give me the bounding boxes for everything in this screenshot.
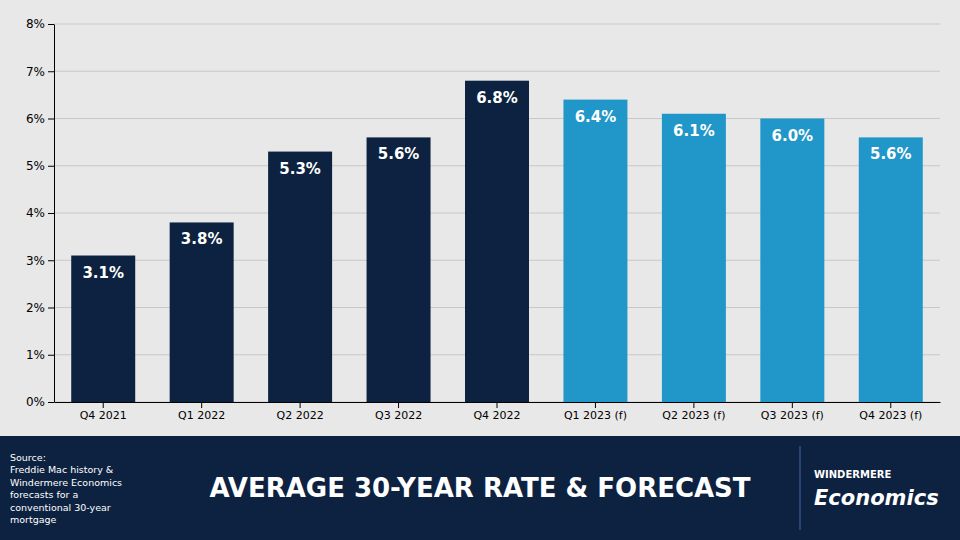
y-tick-mark xyxy=(48,260,54,261)
bar xyxy=(465,81,529,402)
footer-background xyxy=(0,436,960,540)
source-line: Windermere Economics xyxy=(10,476,122,487)
x-tick: Q1 2022 xyxy=(178,402,225,422)
data-label: 3.8% xyxy=(181,230,223,248)
grid-line xyxy=(54,24,940,25)
x-tick-label: Q2 2023 (f) xyxy=(662,409,725,422)
y-tick-mark xyxy=(48,402,54,403)
x-tick-mark xyxy=(890,402,891,408)
y-tick: 6% xyxy=(26,112,54,126)
x-tick-mark xyxy=(792,402,793,408)
y-tick: 1% xyxy=(26,348,54,362)
y-axis: 0% 1% 2% 3% 4% 5% 6% 7% 8% xyxy=(26,17,55,409)
y-tick: 5% xyxy=(26,159,54,173)
y-tick: 8% xyxy=(26,17,54,31)
x-tick: Q3 2022 xyxy=(375,402,422,422)
x-tick-mark xyxy=(300,402,301,408)
source-note: Source: Freddie Mac history &Windermere E… xyxy=(10,451,122,525)
data-label: 5.3% xyxy=(279,160,321,178)
x-axis: Q4 2021 Q1 2022 Q2 2022 Q3 2022 Q4 2022 Q1 20… xyxy=(55,402,941,422)
x-tick-mark xyxy=(595,402,596,408)
grid-line xyxy=(54,71,940,72)
data-label: 6.1% xyxy=(673,122,715,140)
data-label: 6.0% xyxy=(772,127,814,145)
title: AVERAGE 30-YEAR RATE & FORECAST xyxy=(209,473,750,503)
x-tick: Q1 2023 (f) xyxy=(564,402,627,422)
grid xyxy=(54,24,940,402)
y-tick-mark xyxy=(48,308,54,309)
bar xyxy=(662,114,726,402)
source-line: forecasts for a xyxy=(10,489,78,500)
y-tick-mark xyxy=(48,24,54,25)
x-tick-mark xyxy=(398,402,399,408)
y-tick-label: 8% xyxy=(26,17,45,31)
data-label: 6.4% xyxy=(575,108,617,126)
y-tick-label: 6% xyxy=(26,112,45,126)
source-line: conventional 30-year xyxy=(10,501,111,512)
bar xyxy=(268,152,332,402)
bar xyxy=(71,256,135,402)
y-tick: 4% xyxy=(26,206,54,220)
bar xyxy=(170,222,234,402)
x-tick-label: Q2 2022 xyxy=(277,409,324,422)
bar xyxy=(859,137,923,402)
source-line: Source: xyxy=(10,451,46,462)
bar xyxy=(367,137,431,402)
y-tick-label: 3% xyxy=(26,254,45,268)
source-line: mortgage xyxy=(10,514,57,525)
data-labels: 3.1% 3.8% 5.3% 5.6% 6.8% 6.4% 6.1% 6.0% 5.6% xyxy=(82,89,911,282)
x-tick-label: Q1 2022 xyxy=(178,409,225,422)
y-tick-mark xyxy=(48,119,54,120)
bar xyxy=(760,119,824,403)
x-tick-label: Q1 2023 (f) xyxy=(564,409,627,422)
y-tick-label: 5% xyxy=(26,159,45,173)
x-tick: Q4 2023 (f) xyxy=(859,402,922,422)
x-tick-mark xyxy=(693,402,694,408)
y-tick-label: 0% xyxy=(26,395,45,409)
y-tick: 2% xyxy=(26,301,54,315)
x-tick-label: Q4 2021 xyxy=(80,409,127,422)
x-tick-mark xyxy=(103,402,104,408)
x-tick-label: Q3 2022 xyxy=(375,409,422,422)
x-tick-mark xyxy=(201,402,202,408)
company-division: Economics xyxy=(814,486,939,510)
chart: 0%1%2%3%4%5%6%7%8%Q4 2021Q1 2022Q2 2022Q… xyxy=(0,0,960,540)
data-label: 5.6% xyxy=(870,145,912,163)
x-tick-mark xyxy=(497,402,498,408)
y-tick-label: 1% xyxy=(26,348,45,362)
x-tick: Q4 2021 xyxy=(80,402,127,422)
data-label: 3.1% xyxy=(82,264,124,282)
footer-divider xyxy=(800,446,801,530)
y-tick-mark xyxy=(48,166,54,167)
y-tick-label: 2% xyxy=(26,301,45,315)
y-tick-mark xyxy=(48,355,54,356)
source-line: Freddie Mac history & xyxy=(10,464,114,475)
x-tick-label: Q3 2023 (f) xyxy=(761,409,824,422)
x-tick-label: Q4 2022 xyxy=(473,409,520,422)
y-axis-line xyxy=(54,25,55,403)
x-tick-label: Q4 2023 (f) xyxy=(859,409,922,422)
y-tick-label: 7% xyxy=(26,65,45,79)
company-name: WINDERMERE xyxy=(814,469,891,480)
y-tick-label: 4% xyxy=(26,206,45,220)
y-tick: 7% xyxy=(26,65,54,79)
bar xyxy=(563,100,627,402)
x-tick: Q3 2023 (f) xyxy=(761,402,824,422)
y-tick-mark xyxy=(48,71,54,72)
x-tick: Q4 2022 xyxy=(473,402,520,422)
x-tick: Q2 2023 (f) xyxy=(662,402,725,422)
data-label: 5.6% xyxy=(378,145,420,163)
y-tick: 0% xyxy=(26,395,54,409)
footer: AVERAGE 30-YEAR RATE & FORECAST Source: Fr… xyxy=(0,436,960,540)
chart-background xyxy=(0,0,960,436)
y-tick-mark xyxy=(48,213,54,214)
x-tick: Q2 2022 xyxy=(277,402,324,422)
data-label: 6.8% xyxy=(476,89,518,107)
y-tick: 3% xyxy=(26,254,54,268)
bars xyxy=(71,81,923,402)
